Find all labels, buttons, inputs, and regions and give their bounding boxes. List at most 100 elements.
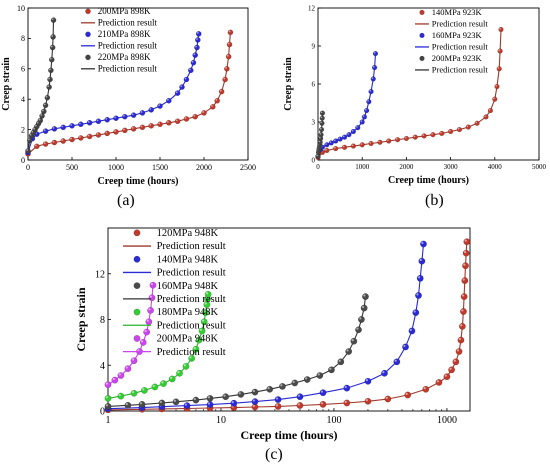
data-point-highlight xyxy=(199,328,203,331)
data-point xyxy=(182,362,190,370)
data-point xyxy=(494,83,500,90)
data-point xyxy=(462,262,469,270)
data-point xyxy=(415,292,422,299)
data-point-highlight xyxy=(351,129,354,132)
data-point xyxy=(124,401,132,409)
x-tick-label: 1500 xyxy=(152,163,168,172)
data-point-highlight xyxy=(228,30,231,33)
data-point-highlight xyxy=(149,123,152,126)
data-point xyxy=(319,120,325,126)
data-point xyxy=(151,383,159,391)
data-point xyxy=(386,138,392,144)
data-point xyxy=(359,142,365,148)
legend-marker xyxy=(419,55,425,62)
panel-b: 0 1000 2000 3000 4000 5000 0 3 6 9 12 Creep time (h… xyxy=(282,0,550,215)
data-point xyxy=(104,381,112,389)
data-point-highlight xyxy=(342,135,345,138)
data-point xyxy=(456,127,463,133)
data-point xyxy=(187,67,194,74)
data-point-highlight xyxy=(440,131,442,134)
data-point-highlight xyxy=(148,308,151,311)
data-point-highlight xyxy=(131,391,135,394)
data-point xyxy=(111,376,119,384)
data-point xyxy=(183,402,191,410)
data-point-highlight xyxy=(36,121,39,124)
data-point xyxy=(462,249,470,257)
data-point xyxy=(172,398,180,406)
data-point xyxy=(296,402,304,409)
data-point xyxy=(149,281,157,289)
data-point-highlight xyxy=(373,51,376,54)
data-point xyxy=(420,240,427,248)
data-point-highlight xyxy=(42,109,44,112)
data-point xyxy=(404,391,412,399)
y-tick-label: 4 xyxy=(100,361,105,372)
x-axis-label: Creep time (hours) xyxy=(388,175,469,186)
data-point-highlight xyxy=(436,380,439,383)
data-point xyxy=(148,294,156,302)
data-point-highlight xyxy=(344,385,347,389)
legend-marker xyxy=(419,9,425,16)
data-point xyxy=(448,366,456,374)
data-point xyxy=(435,379,443,386)
data-point xyxy=(333,146,339,152)
data-point-highlight xyxy=(180,85,182,88)
data-point-highlight xyxy=(87,120,90,123)
legend-label: Prediction result xyxy=(157,241,226,252)
data-point xyxy=(42,102,49,109)
data-point xyxy=(368,140,374,147)
data-point xyxy=(474,120,480,126)
data-point-highlight xyxy=(334,146,336,149)
data-point-highlight xyxy=(189,356,192,359)
data-point xyxy=(403,135,410,142)
data-point xyxy=(324,147,330,154)
data-point-highlight xyxy=(394,359,397,362)
legend-label: 220MPa 898K xyxy=(98,52,151,62)
data-point-highlight xyxy=(47,85,50,88)
data-point xyxy=(230,399,238,407)
data-point-highlight xyxy=(131,358,135,361)
data-point-highlight xyxy=(144,329,147,333)
y-axis-label: Creep strain xyxy=(283,57,294,111)
data-point xyxy=(34,143,40,150)
data-point xyxy=(328,366,335,374)
data-point-highlight xyxy=(462,278,465,281)
data-point-highlight xyxy=(320,390,324,393)
legend-marker xyxy=(85,8,91,15)
data-point-highlight xyxy=(456,349,460,352)
data-point xyxy=(104,116,110,123)
data-point-highlight xyxy=(204,302,207,305)
data-point-highlight xyxy=(223,394,226,397)
data-point xyxy=(209,104,216,110)
data-point-highlight xyxy=(38,118,41,121)
legend-label: Prediction result xyxy=(157,268,226,279)
panel-c: 1 10 100 1000 0 4 8 12 Creep time (hours) Creep s… xyxy=(74,218,475,467)
legend-label: Prediction result xyxy=(432,19,489,29)
data-point xyxy=(439,130,445,137)
data-point-highlight xyxy=(202,111,204,113)
data-point-highlight xyxy=(461,309,464,312)
panel-a: 0 500 1000 1500 2000 2500 0 2 4 6 8 10 Creep time (h… xyxy=(0,0,260,215)
legend-label: 200MPa 923K xyxy=(432,53,483,63)
data-point-highlight xyxy=(70,137,72,140)
data-point-highlight xyxy=(382,371,385,374)
legend-marker xyxy=(419,32,425,39)
data-point-highlight xyxy=(338,359,341,362)
data-point xyxy=(497,48,503,54)
data-point-highlight xyxy=(297,403,300,406)
data-point xyxy=(49,44,56,51)
data-point-highlight xyxy=(96,119,99,122)
x-tick-label: 1 xyxy=(106,415,111,426)
data-point xyxy=(251,388,259,396)
data-point xyxy=(42,128,49,134)
data-point xyxy=(492,96,498,102)
data-point xyxy=(303,376,311,383)
data-point xyxy=(328,140,334,146)
data-point-highlight xyxy=(419,258,422,262)
data-point xyxy=(183,76,190,83)
x-tick-label: 2000 xyxy=(399,163,414,171)
legend-label: Prediction result xyxy=(98,41,158,51)
data-point-highlight xyxy=(395,138,398,140)
data-point-highlight xyxy=(173,399,177,402)
